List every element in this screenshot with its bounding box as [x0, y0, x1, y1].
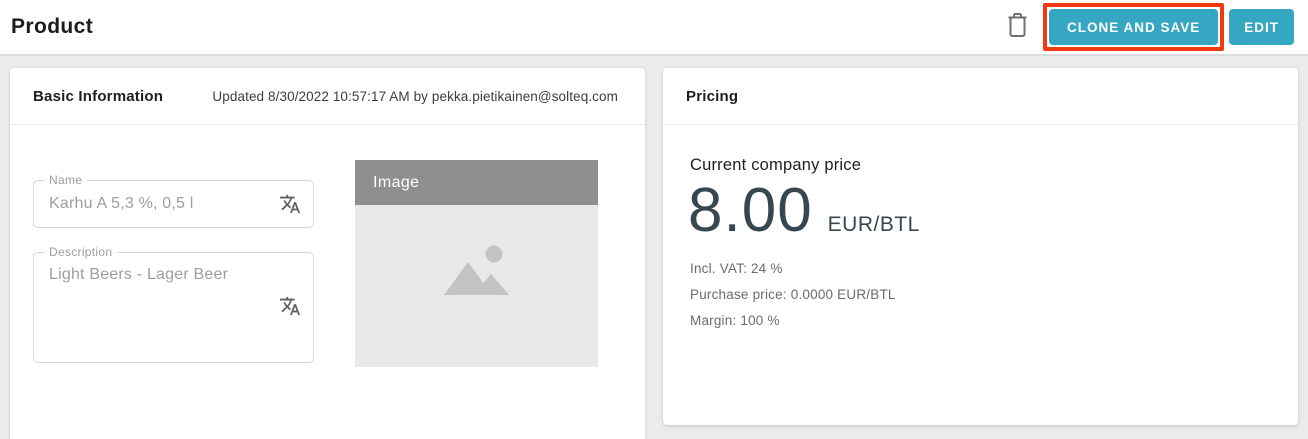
current-price-label: Current company price: [690, 156, 862, 174]
price-value: 8.00: [688, 176, 813, 245]
edit-button[interactable]: EDIT: [1229, 9, 1294, 45]
basic-information-header: Basic Information Updated 8/30/2022 10:5…: [10, 68, 645, 125]
highlight-box: CLONE AND SAVE: [1042, 3, 1225, 51]
header-actions: CLONE AND SAVE EDIT: [1001, 3, 1294, 51]
description-input-label: Description: [44, 245, 118, 259]
description-translate-button[interactable]: [276, 293, 304, 321]
purchase-price-detail: Purchase price: 0.0000 EUR/BTL: [690, 287, 896, 302]
name-input-label: Name: [44, 173, 88, 187]
translate-icon: [279, 295, 301, 320]
name-translate-button[interactable]: [276, 191, 304, 219]
price-details: Incl. VAT: 24 % Purchase price: 0.0000 E…: [690, 256, 896, 334]
card-title: Pricing: [686, 87, 739, 105]
description-input: Description Light Beers - Lager Beer: [33, 245, 314, 363]
basic-information-card: Basic Information Updated 8/30/2022 10:5…: [10, 68, 645, 439]
pricing-card: Pricing Current company price 8.00 EUR/B…: [663, 68, 1298, 425]
pricing-header: Pricing: [663, 68, 1298, 125]
description-input-value: Light Beers - Lager Beer: [49, 266, 229, 283]
image-panel: Image: [355, 160, 598, 367]
photo-icon: [441, 245, 513, 302]
page-title: Product: [11, 15, 94, 38]
margin-detail: Margin: 100 %: [690, 313, 780, 328]
image-panel-header: Image: [355, 160, 598, 205]
image-placeholder: [355, 205, 598, 367]
name-input-value: Karhu A 5,3 %, 0,5 l: [49, 195, 194, 212]
updated-by-text: Updated 8/30/2022 10:57:17 AM by pekka.p…: [212, 88, 618, 104]
trash-outline-icon: [1006, 12, 1029, 42]
delete-button[interactable]: [1001, 9, 1035, 45]
name-input: Name Karhu A 5,3 %, 0,5 l: [33, 173, 314, 228]
clone-and-save-button[interactable]: CLONE AND SAVE: [1048, 9, 1219, 45]
current-price: 8.00 EUR/BTL: [688, 180, 920, 242]
translate-icon: [279, 193, 301, 218]
card-title: Basic Information: [33, 87, 164, 105]
app-header: Product CLONE AND SAVE EDIT: [0, 0, 1308, 56]
vat-detail: Incl. VAT: 24 %: [690, 261, 783, 276]
price-unit: EUR/BTL: [827, 213, 920, 236]
